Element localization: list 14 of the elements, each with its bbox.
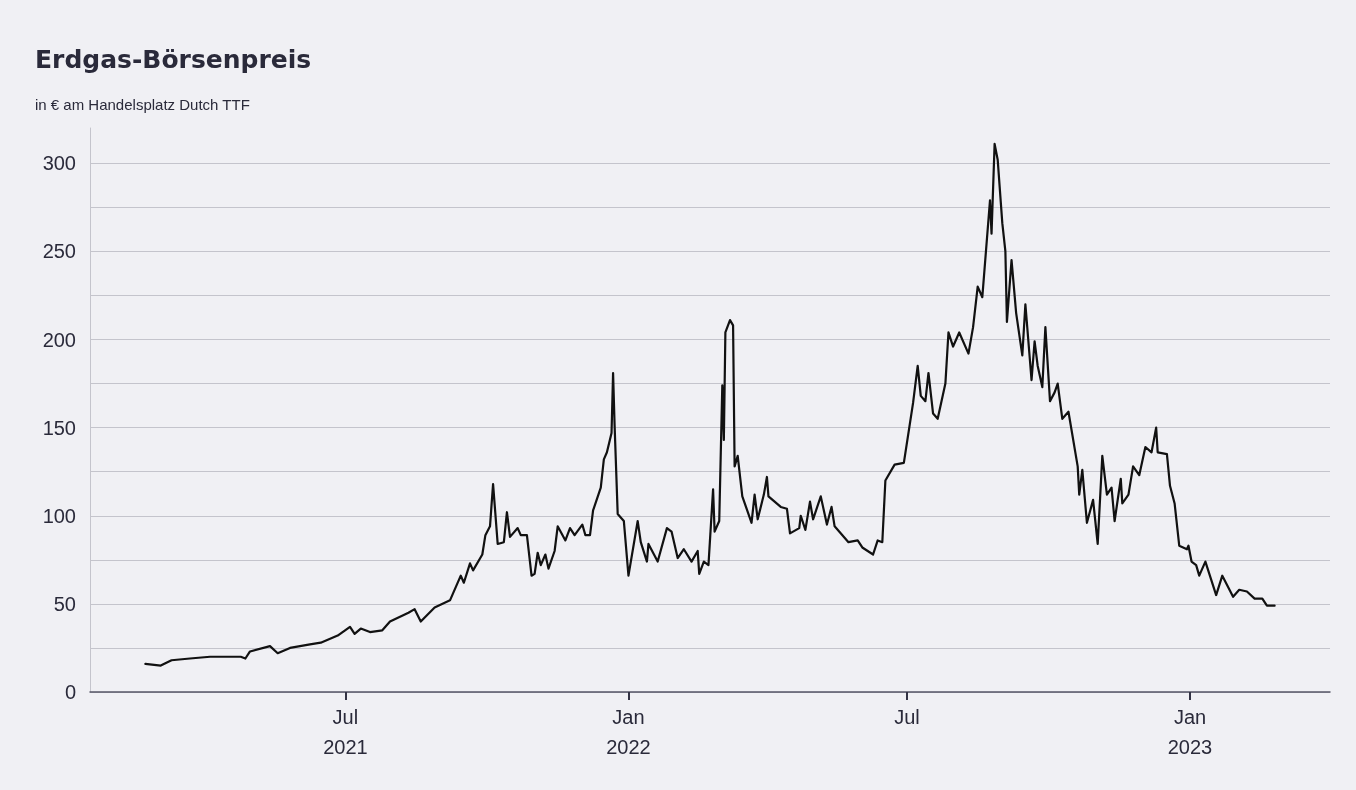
line-series [144,142,1276,667]
chart-subtitle: in € am Handelsplatz Dutch TTF [35,96,250,113]
x-tick-label: Jan 2023 [1167,706,1213,758]
x-tick-label: Jan 2022 [606,706,651,758]
y-tick-label: 150 [42,416,76,439]
y-tick-label: 0 [64,681,76,703]
y-tick-label: 50 [53,592,76,615]
y-tick-label: 200 [42,328,76,351]
y-tick-label: 300 [42,152,76,175]
x-tick-label: Jul [894,706,920,728]
chart-title: Erdgas-Börsenpreis [35,45,312,74]
y-tick-label: 250 [42,240,76,263]
y-tick-label: 100 [42,504,76,527]
x-tick-label: Jul 2021 [323,706,368,758]
